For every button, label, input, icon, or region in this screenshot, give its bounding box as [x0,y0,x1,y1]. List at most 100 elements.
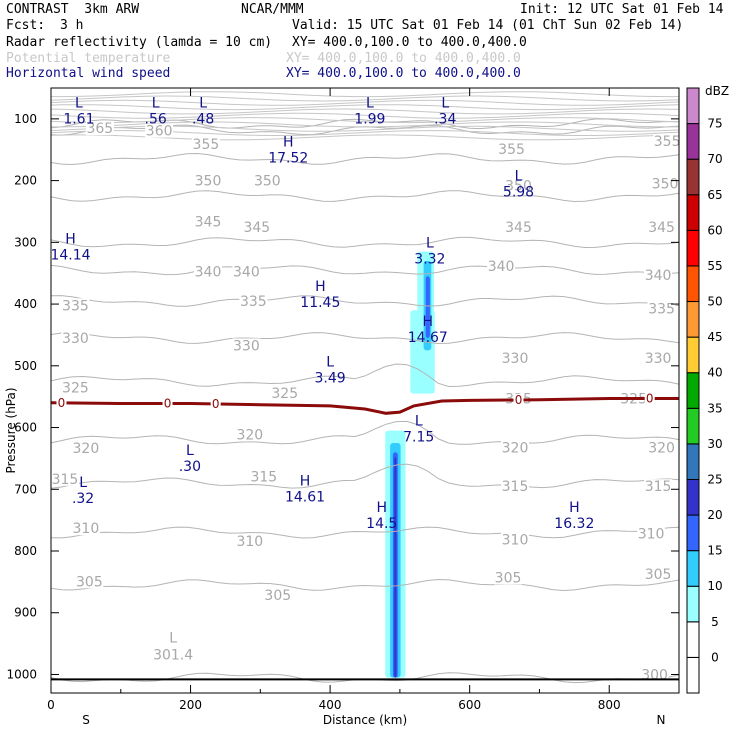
wind-extreme-value: 1.61 [63,111,94,127]
theta-contour-line [50,332,680,345]
theta-contour-label: 330 [502,351,529,367]
field-reflectivity-xy: XY= 400.0,100.0 to 400.0,400.0 [292,35,527,50]
theta-label-bg [647,440,676,455]
wind-extreme-type: L [79,475,87,491]
theta-label-bg [85,121,114,136]
theta-contour-line [50,95,680,102]
colorbar-segment [686,443,700,480]
colorbar-segment [686,372,700,409]
wind-extreme-type: H [569,500,580,516]
theta-label-bg [253,173,282,188]
colorbar-segment [686,194,700,231]
wind-extreme-type: L [75,95,83,111]
organization: NCAR/MMM [241,2,304,17]
y-tick-label: 200 [14,174,37,188]
wind-extreme-type: L [426,236,434,252]
theta-contour-label: 330 [62,331,89,347]
colorbar-tick-label: 70 [707,152,722,166]
y-tick-label: 600 [14,421,37,435]
wind-extreme-value: 3.49 [315,371,346,387]
colorbar-tick-label: 5 [711,615,719,629]
theta-label-bg [75,574,104,589]
wind-extreme-type: L [326,355,334,371]
colorbar-segment [686,514,700,552]
theta-contour-line [50,112,680,119]
zero-line-label: 0 [212,397,220,411]
theta-contour-label: 305 [264,588,291,604]
x-tick-label: 600 [458,698,481,712]
theta-contour-label: 355 [193,137,220,153]
theta-contour-label: 345 [195,214,222,230]
theta-contour-line [50,108,680,115]
wind-extreme-type: H [300,473,311,489]
theta-contour-label: 365 [86,121,113,137]
field-wind: Horizontal wind speed [6,66,171,81]
zero-label-bg [210,397,221,410]
colorbar-tick-label: 75 [707,117,722,131]
theta-label-bg [232,338,261,353]
theta-contour-label: 340 [488,259,515,275]
zero-label-bg [162,397,173,410]
colorbar-segment [686,621,700,658]
y-tick-label: 800 [14,544,37,558]
y-tick-label: 700 [14,482,37,496]
theta-contour-label: 335 [62,298,89,314]
valid-time: Valid: 15 UTC Sat 01 Feb 14 (01 ChT Sun … [292,18,684,33]
theta-contour-label: 320 [73,441,100,457]
theta-label-bg [504,219,533,234]
y-tick-label: 1000 [6,667,37,681]
theta-label-bg [647,301,676,316]
field-theta-xy: XY= 400.0,100.0 to 400.0,400.0 [286,51,521,66]
wind-extreme-type: H [315,279,326,295]
reflectivity-cell [425,276,430,339]
colorbar-tick-label: 10 [707,579,722,593]
theta-contour-label: 330 [645,351,672,367]
theta-contour-label: 355 [498,142,525,158]
theta-label-bg [145,123,174,138]
theta-label-bg [501,440,530,455]
colorbar-segment [686,123,700,160]
field-theta: Potential temperature [6,51,171,66]
wind-extreme-value: 1.99 [354,111,385,127]
theta-label-bg [249,469,278,484]
theta-contour-line [51,121,679,128]
theta-label-bg [242,219,271,234]
colorbar-segment [686,158,700,196]
colorbar-segment [686,478,700,516]
theta-contour-line [50,578,680,592]
zero-label-bg [513,393,524,406]
theta-contour-label: 325 [62,380,89,396]
theta-contour-line [50,190,680,203]
y-axis-label: Pressure (hPa) [4,387,18,473]
theta-contour-line [50,363,680,388]
theta-label-bg [497,142,526,157]
wind-extreme-type: H [283,134,294,150]
theta-label-bg [235,534,264,549]
theta-label-bg [494,570,523,585]
colorbar-segment [686,301,700,338]
theta-label-bg [501,532,530,547]
wind-extreme-value: .30 [179,459,201,475]
theta-contour-label: 350 [254,174,281,190]
colorbar-segment [686,265,700,303]
theta-contour-line [50,104,680,111]
theta-contour-label: 320 [236,427,263,443]
wind-extreme-type: L [515,168,523,184]
theta-contour-label: 320 [648,440,675,456]
theta-contour-line [50,672,680,684]
theta-label-bg [653,134,682,149]
theta-contour-line [50,117,680,124]
theta-contour-label: 325 [271,386,298,402]
theta-contour-label: 320 [502,440,529,456]
wind-extreme-value: 3.32 [414,252,445,268]
x-tick-label: 200 [179,698,202,712]
wind-extreme-value: 5.98 [503,184,534,200]
theta-contour-label: 305 [495,571,522,587]
colorbar-tick-label: 35 [707,401,722,415]
y-tick-label: 500 [14,359,37,373]
colorbar-segment [686,550,700,587]
theta-contour-label: 340 [233,264,260,280]
wind-extreme-type: L [366,95,374,111]
colorbar-tick-label: 65 [707,188,722,202]
